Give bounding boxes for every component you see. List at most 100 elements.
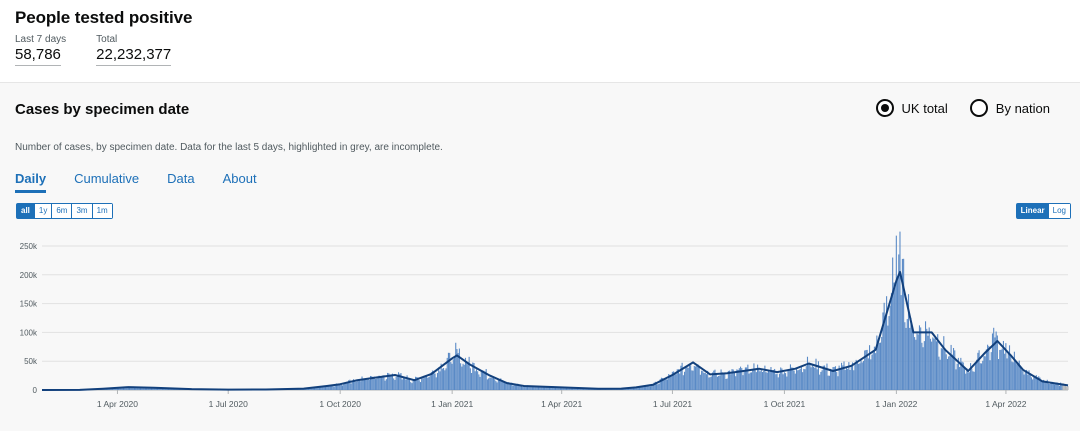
daily-bar — [1004, 353, 1006, 390]
daily-bar — [776, 373, 778, 390]
daily-bar — [876, 335, 878, 390]
radio-by-nation[interactable]: By nation — [969, 99, 1050, 117]
daily-bar — [849, 370, 851, 390]
daily-bar — [354, 380, 356, 390]
bar-series — [42, 231, 1069, 390]
tab-daily[interactable]: Daily — [15, 171, 47, 193]
tab-about[interactable]: About — [222, 171, 257, 186]
scale-linear-button[interactable]: Linear — [1016, 204, 1049, 218]
daily-bar — [1060, 382, 1062, 390]
daily-bar — [133, 386, 135, 390]
daily-bar — [934, 336, 936, 390]
daily-bar — [946, 358, 948, 390]
daily-bar — [799, 368, 801, 390]
daily-bar — [452, 359, 454, 390]
daily-bar — [645, 385, 647, 390]
daily-bar — [719, 375, 721, 390]
daily-bar — [732, 369, 734, 390]
rolling-average-line — [41, 270, 1069, 391]
range-1y-button[interactable]: 1y — [34, 204, 53, 218]
scale-log-button[interactable]: Log — [1048, 204, 1070, 218]
daily-bar — [589, 388, 591, 390]
tab-data[interactable]: Data — [167, 171, 195, 186]
daily-bar — [113, 388, 115, 390]
daily-bar — [508, 383, 510, 390]
daily-bar — [945, 354, 947, 390]
daily-bar — [408, 379, 411, 390]
daily-bar — [1058, 385, 1060, 390]
radio-checked-icon[interactable] — [875, 99, 894, 117]
radio-unchecked-icon[interactable] — [969, 99, 988, 117]
range-1m-button[interactable]: 1m — [92, 204, 112, 218]
daily-bar — [125, 387, 127, 390]
daily-bar — [715, 373, 717, 390]
daily-bar — [662, 378, 664, 390]
daily-bar — [525, 386, 527, 390]
range-all-button[interactable]: all — [17, 204, 35, 218]
daily-bar — [957, 357, 959, 390]
range-3m-button[interactable]: 3m — [72, 204, 93, 218]
daily-bar — [1064, 385, 1067, 390]
daily-bar — [726, 378, 728, 390]
daily-bar — [1040, 380, 1042, 390]
daily-bar — [567, 387, 569, 390]
daily-bar — [811, 365, 813, 390]
tab-cumulative[interactable]: Cumulative — [74, 171, 140, 186]
daily-bar — [553, 386, 555, 390]
metric-value[interactable]: 22,232,377 — [96, 46, 172, 66]
daily-bar — [1008, 345, 1011, 390]
daily-bar — [904, 322, 906, 390]
daily-bar — [495, 381, 497, 390]
daily-bar — [1002, 340, 1004, 390]
daily-bar — [440, 363, 442, 390]
daily-bar — [948, 356, 950, 390]
daily-bar — [1052, 384, 1054, 390]
daily-bar — [430, 372, 432, 390]
daily-bar — [634, 387, 636, 390]
radio-label[interactable]: UK total — [901, 100, 948, 116]
range-6m-button[interactable]: 6m — [52, 204, 73, 218]
daily-bar — [116, 387, 118, 390]
daily-bar — [674, 374, 676, 390]
daily-bar — [939, 359, 941, 390]
daily-bar — [882, 312, 884, 390]
daily-bar — [551, 387, 553, 390]
daily-bar — [722, 374, 725, 390]
daily-bar — [564, 388, 566, 390]
daily-bar — [547, 387, 549, 390]
y-tick-label: 100k — [20, 328, 38, 337]
daily-bar — [422, 378, 424, 390]
daily-bar — [144, 387, 146, 390]
daily-bar — [154, 388, 156, 390]
daily-bar — [1039, 377, 1041, 390]
daily-bar — [389, 374, 391, 390]
daily-bar — [545, 387, 547, 390]
daily-bar — [443, 368, 445, 390]
radio-uk-total[interactable]: UK total — [875, 99, 948, 117]
daily-bar — [461, 366, 463, 390]
y-tick-label: 200k — [20, 271, 38, 280]
daily-bar — [383, 375, 385, 390]
metric-value[interactable]: 58,786 — [15, 46, 61, 66]
daily-bar — [1050, 382, 1052, 390]
daily-bar — [663, 380, 665, 390]
radio-label[interactable]: By nation — [995, 100, 1050, 116]
daily-bar — [1062, 383, 1064, 390]
daily-bar — [368, 380, 370, 390]
daily-bar — [345, 383, 347, 390]
daily-bar — [905, 327, 907, 390]
daily-bar — [427, 377, 429, 390]
daily-bar — [1011, 361, 1013, 390]
daily-bar — [921, 342, 923, 390]
daily-bar — [952, 347, 955, 390]
daily-bar — [317, 387, 319, 390]
daily-bar — [400, 373, 402, 390]
card-title: Cases by specimen date — [15, 101, 190, 118]
daily-bar — [739, 366, 742, 390]
cases-chart[interactable]: 0 50k 100k 150k 200k 250k 1 Apr 2020 1 Jul 2020… — [0, 225, 1080, 430]
daily-bar — [1030, 377, 1032, 390]
daily-bar — [873, 346, 875, 390]
daily-bar — [783, 372, 785, 390]
daily-bar — [360, 381, 362, 390]
daily-bar — [765, 372, 767, 390]
